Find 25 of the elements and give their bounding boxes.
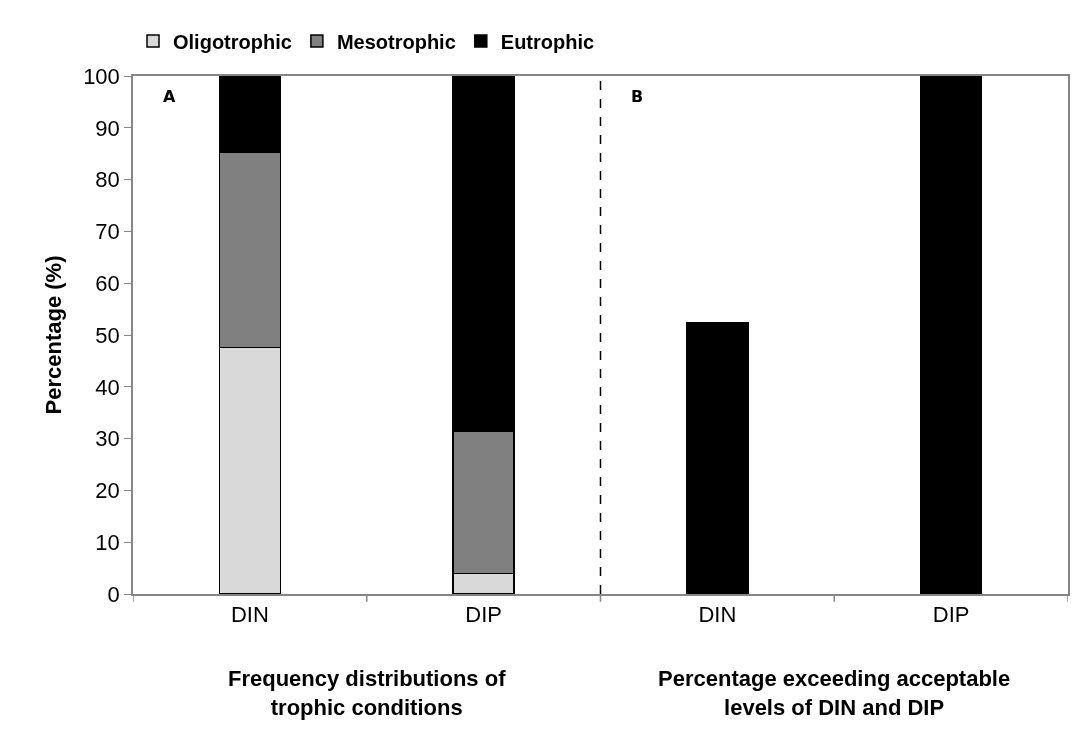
y-tick-label: 50 — [95, 322, 120, 348]
legend-label: Mesotrophic — [336, 30, 456, 53]
y-tick-label: 60 — [95, 270, 120, 296]
legend-label: Eutrophic — [500, 30, 595, 53]
y-tick-label: 100 — [83, 63, 120, 89]
x-tick-label: DIN — [230, 602, 269, 628]
y-tick-label: 20 — [95, 478, 120, 504]
text: Frequency distributions of trophic conditions — [228, 666, 507, 720]
x-tick-label: DIP — [465, 602, 502, 628]
x-tick-label: DIN — [698, 602, 737, 628]
y-tick-label: 10 — [95, 529, 120, 555]
y-tick-label: 90 — [95, 115, 120, 141]
legend-label: Oligotrophic — [173, 30, 292, 53]
y-axis-title: Percentage (%) — [41, 255, 67, 415]
annotation: A — [163, 87, 176, 106]
y-tick-label: 70 — [95, 219, 120, 245]
bar — [919, 76, 983, 594]
y-tick-label: 40 — [95, 374, 120, 400]
y-tick-label: 30 — [95, 426, 120, 452]
annotation: B — [631, 87, 644, 106]
y-tick-label: 0 — [107, 581, 120, 607]
y-tick-label: 80 — [95, 167, 120, 193]
bar — [686, 322, 749, 594]
text: Percentage exceeding acceptable levels of DIN and DIP — [658, 666, 1011, 720]
x-tick-label: DIP — [932, 602, 970, 628]
